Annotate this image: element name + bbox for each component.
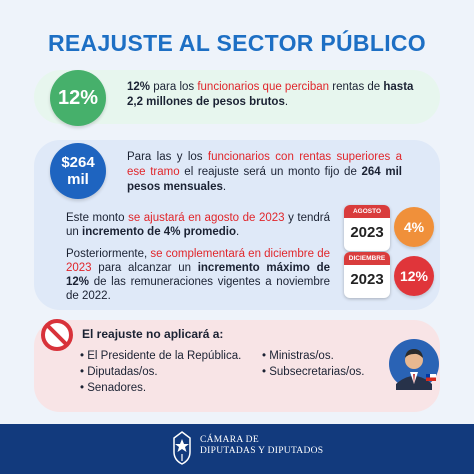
- list-item: Ministras/os.: [262, 348, 364, 364]
- crest-icon: [173, 431, 191, 465]
- green-bold-2: hasta 2,2 millones de pesos brutos: [127, 81, 414, 108]
- green-red-1: funcionarios que perciban: [197, 81, 330, 93]
- blue-red-1: funcionarios con rentas superiores a ese…: [127, 151, 402, 178]
- politician-avatar-icon: [389, 339, 439, 390]
- exclusions-list-left: El Presidente de la República. Diputadas…: [80, 348, 241, 396]
- p2-bold-1: incremento de 4% promedio: [82, 226, 237, 238]
- green-text-2: rentas de: [329, 81, 384, 93]
- calendar-month: DICIEMBRE: [344, 252, 390, 265]
- list-item: Senadores.: [80, 380, 241, 396]
- footer-line-2: DIPUTADAS Y DIPUTADOS: [200, 446, 324, 456]
- p2-text-1: Este monto: [66, 212, 129, 224]
- exclusions-list-right: Ministras/os. Subsecretarias/os.: [262, 348, 364, 380]
- blue-card-text: Para las y los funcionarios con rentas s…: [127, 150, 402, 195]
- p3-text-2: para alcanzar un: [91, 262, 198, 274]
- december-paragraph: Posteriormente, se complementará en dici…: [66, 247, 330, 303]
- p2-red-1: se ajustará en agosto de 2023: [128, 212, 285, 224]
- list-item: El Presidente de la República.: [80, 348, 241, 364]
- footer-bar: [0, 424, 474, 474]
- p2-text-2: y tendrá un: [66, 212, 330, 238]
- green-bold-1: 12%: [127, 81, 151, 93]
- p3-bold-1: incremento máximo de 12%: [66, 262, 330, 288]
- badge-264-mil: $264 mil: [50, 143, 106, 199]
- list-item: Diputadas/os.: [80, 364, 241, 380]
- footer-line-1: CÁMARA DE: [200, 435, 259, 445]
- page-title: REAJUSTE AL SECTOR PÚBLICO: [48, 30, 426, 56]
- august-paragraph: Este monto se ajustará en agosto de 2023…: [66, 211, 330, 239]
- calendar-icon: DICIEMBRE 2023: [344, 252, 390, 298]
- green-text-1: para los: [150, 81, 198, 93]
- institution-name: CÁMARA DE DIPUTADAS Y DIPUTADOS: [200, 435, 323, 457]
- calendar-year: 2023: [350, 271, 384, 288]
- blue-bold-1: 264 mil pesos mensuales: [127, 166, 402, 193]
- calendar-year: 2023: [350, 224, 384, 241]
- blue-text-3: .: [222, 181, 227, 193]
- green-text-3: .: [284, 96, 289, 108]
- p3-text-3: de las remuneraciones vigentes a noviemb…: [66, 276, 330, 302]
- exclusions-heading: El reajuste no aplicará a:: [82, 327, 224, 341]
- badge-4-percent: 4%: [394, 207, 434, 247]
- p2-text-3: .: [236, 226, 240, 238]
- badge-line-2: mil: [67, 171, 89, 188]
- badge-12-percent-red: 12%: [394, 256, 434, 296]
- blue-text-2: el reajuste será un monto fijo de: [179, 166, 362, 178]
- green-card-text: 12% para los funcionarios que perciban r…: [127, 80, 427, 110]
- calendar-month: AGOSTO: [344, 205, 390, 218]
- calendar-icon: AGOSTO 2023: [344, 205, 390, 251]
- p3-text-1: Posteriormente,: [66, 248, 151, 260]
- blue-text-1: Para las y los: [127, 151, 208, 163]
- prohibited-icon: [41, 319, 73, 351]
- badge-line-1: $264: [61, 154, 95, 171]
- p3-red-1: se complementará en diciembre de 2023: [66, 248, 330, 274]
- badge-12-percent: 12%: [50, 70, 106, 126]
- list-item: Subsecretarias/os.: [262, 364, 364, 380]
